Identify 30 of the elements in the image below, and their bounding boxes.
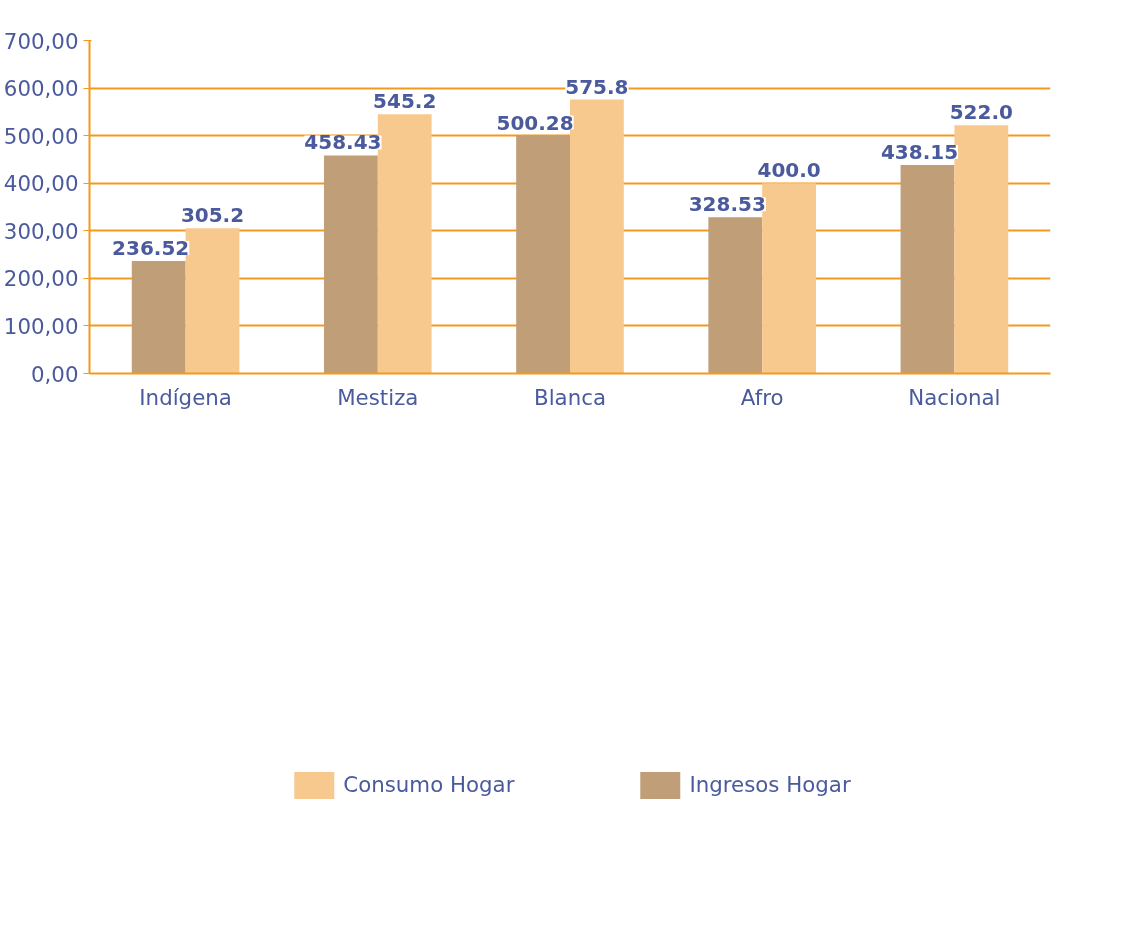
y-tick-label: 100,00 <box>3 313 79 339</box>
x-tick-label: Mestiza <box>337 384 419 410</box>
data-label: 458.43 <box>304 130 382 155</box>
data-label: 545.2 <box>373 89 437 114</box>
x-tick-label: Afro <box>740 384 784 410</box>
data-label: 400.0 <box>757 158 821 183</box>
data-label: 500.28 <box>496 110 574 135</box>
x-tick-label: Nacional <box>908 384 1001 410</box>
data-label: 522.0 <box>949 100 1013 125</box>
data-label: 236.52 <box>112 235 190 260</box>
y-tick-label: 700,00 <box>3 28 79 54</box>
y-tick-label: 0,00 <box>31 361 79 387</box>
y-tick-label: 500,00 <box>3 123 79 149</box>
legend-label: Ingresos Hogar <box>689 772 851 797</box>
bar <box>900 165 955 374</box>
x-tick-label: Blanca <box>534 384 606 410</box>
bar <box>131 260 186 374</box>
data-label: 438.15 <box>880 140 959 165</box>
data-label: 575.8 <box>565 74 629 99</box>
y-tick-label: 600,00 <box>3 76 79 102</box>
bar <box>323 155 378 374</box>
y-tick-label: 300,00 <box>3 218 79 244</box>
y-tick-label: 200,00 <box>3 266 79 292</box>
y-tick-label: 400,00 <box>3 171 79 197</box>
bar <box>516 135 570 374</box>
data-label: 328.53 <box>688 192 766 217</box>
data-label: 305.2 <box>180 203 245 228</box>
legend-label: Consumo Hogar <box>343 772 515 797</box>
x-tick-label: Indígena <box>139 384 232 410</box>
bar <box>708 217 763 374</box>
